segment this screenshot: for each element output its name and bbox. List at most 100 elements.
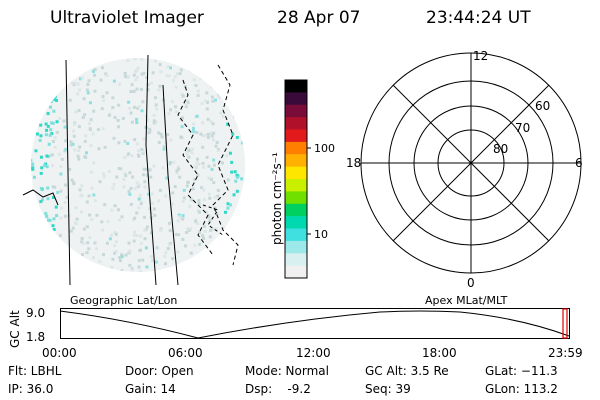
image-pixel: [149, 231, 153, 235]
image-pixel: [31, 112, 35, 116]
colorbar-tick-10: 10: [314, 228, 328, 241]
image-pixel: [81, 116, 85, 120]
image-pixel: [22, 71, 25, 74]
filter-readout: Flt: LBHL: [8, 364, 62, 378]
image-pixel: [248, 171, 251, 174]
image-pixel: [83, 155, 87, 159]
image-pixel: [199, 76, 203, 80]
image-pixel: [176, 219, 180, 223]
coastline: [202, 204, 224, 236]
image-pixel: [251, 154, 254, 157]
image-pixel: [151, 201, 155, 205]
image-pixel: [198, 263, 202, 267]
image-pixel: [107, 169, 111, 173]
image-pixel: [83, 269, 87, 272]
image-pixel: [76, 66, 80, 70]
image-pixel: [22, 232, 25, 235]
seq-readout: Seq: 39: [365, 382, 411, 396]
image-pixel: [139, 234, 143, 238]
image-pixel: [105, 74, 109, 78]
image-pixel: [60, 58, 64, 59]
image-pixel: [86, 241, 90, 245]
image-pixel: [213, 98, 217, 102]
image-pixel: [84, 265, 88, 269]
image-pixel: [112, 183, 116, 187]
image-pixel: [73, 81, 77, 85]
image-pixel: [46, 112, 50, 116]
image-pixel: [108, 237, 112, 241]
image-pixel: [209, 131, 213, 135]
image-pixel: [50, 121, 54, 125]
image-pixel: [185, 230, 189, 234]
image-pixel: [247, 128, 250, 131]
image-pixel: [255, 223, 258, 226]
image-pixel: [211, 99, 215, 103]
image-pixel: [174, 233, 178, 237]
image-pixel: [24, 242, 27, 245]
image-pixel: [135, 211, 139, 215]
image-pixel: [145, 76, 149, 80]
image-pixel: [230, 170, 234, 174]
colorbar-segment: [285, 240, 307, 254]
meridian-line: [145, 54, 157, 286]
image-pixel: [110, 208, 114, 212]
image-pixel: [241, 198, 245, 202]
image-pixel: [135, 142, 139, 146]
image-pixel: [225, 154, 229, 158]
image-pixel: [119, 167, 123, 171]
header-date: 28 Apr 07: [277, 8, 361, 28]
image-pixel: [159, 70, 163, 74]
image-pixel: [20, 190, 23, 193]
image-pixel: [251, 247, 254, 250]
image-pixel: [87, 79, 91, 83]
image-pixel: [20, 225, 23, 228]
image-pixel: [101, 268, 105, 272]
image-pixel: [111, 257, 115, 261]
image-pixel: [101, 275, 104, 278]
image-pixel: [212, 181, 216, 185]
image-pixel: [46, 186, 50, 190]
image-pixel: [86, 267, 90, 271]
image-pixel: [69, 140, 73, 144]
image-pixel: [128, 106, 132, 110]
image-pixel: [131, 175, 135, 179]
image-pixel: [82, 58, 86, 60]
coastline: [177, 79, 214, 256]
image-pixel: [248, 204, 251, 207]
image-pixel: [19, 149, 22, 152]
image-pixel: [168, 229, 172, 233]
image-pixel: [211, 84, 215, 88]
image-pixel: [221, 114, 225, 118]
gain-readout: Gain: 14: [125, 382, 176, 396]
image-pixel: [182, 196, 186, 200]
image-pixel: [135, 87, 139, 91]
image-pixel: [50, 92, 54, 96]
colorbar-tick-100: 100: [314, 142, 335, 155]
coastline: [212, 64, 239, 266]
image-pixel: [209, 119, 213, 123]
image-pixel: [179, 118, 183, 122]
image-pixel: [235, 135, 239, 139]
image-pixel: [57, 240, 61, 244]
colorbar-segment: [285, 129, 307, 143]
image-pixel: [200, 101, 204, 105]
image-pixel: [235, 210, 239, 214]
image-pixel: [207, 192, 211, 196]
image-pixel: [233, 114, 237, 118]
image-pixel: [223, 259, 227, 263]
image-pixel: [201, 234, 205, 238]
image-pixel: [93, 73, 97, 77]
image-pixel: [205, 107, 209, 111]
image-pixel: [127, 189, 131, 193]
image-pixel: [244, 107, 245, 111]
image-pixel: [80, 237, 84, 241]
image-pixel: [93, 89, 97, 93]
image-pixel: [132, 73, 136, 77]
image-pixel: [23, 273, 26, 276]
image-pixel: [106, 219, 110, 223]
image-pixel: [155, 246, 159, 250]
image-pixel: [101, 127, 105, 131]
image-pixel: [252, 207, 255, 210]
image-pixel: [187, 149, 191, 153]
image-pixel: [178, 215, 182, 219]
